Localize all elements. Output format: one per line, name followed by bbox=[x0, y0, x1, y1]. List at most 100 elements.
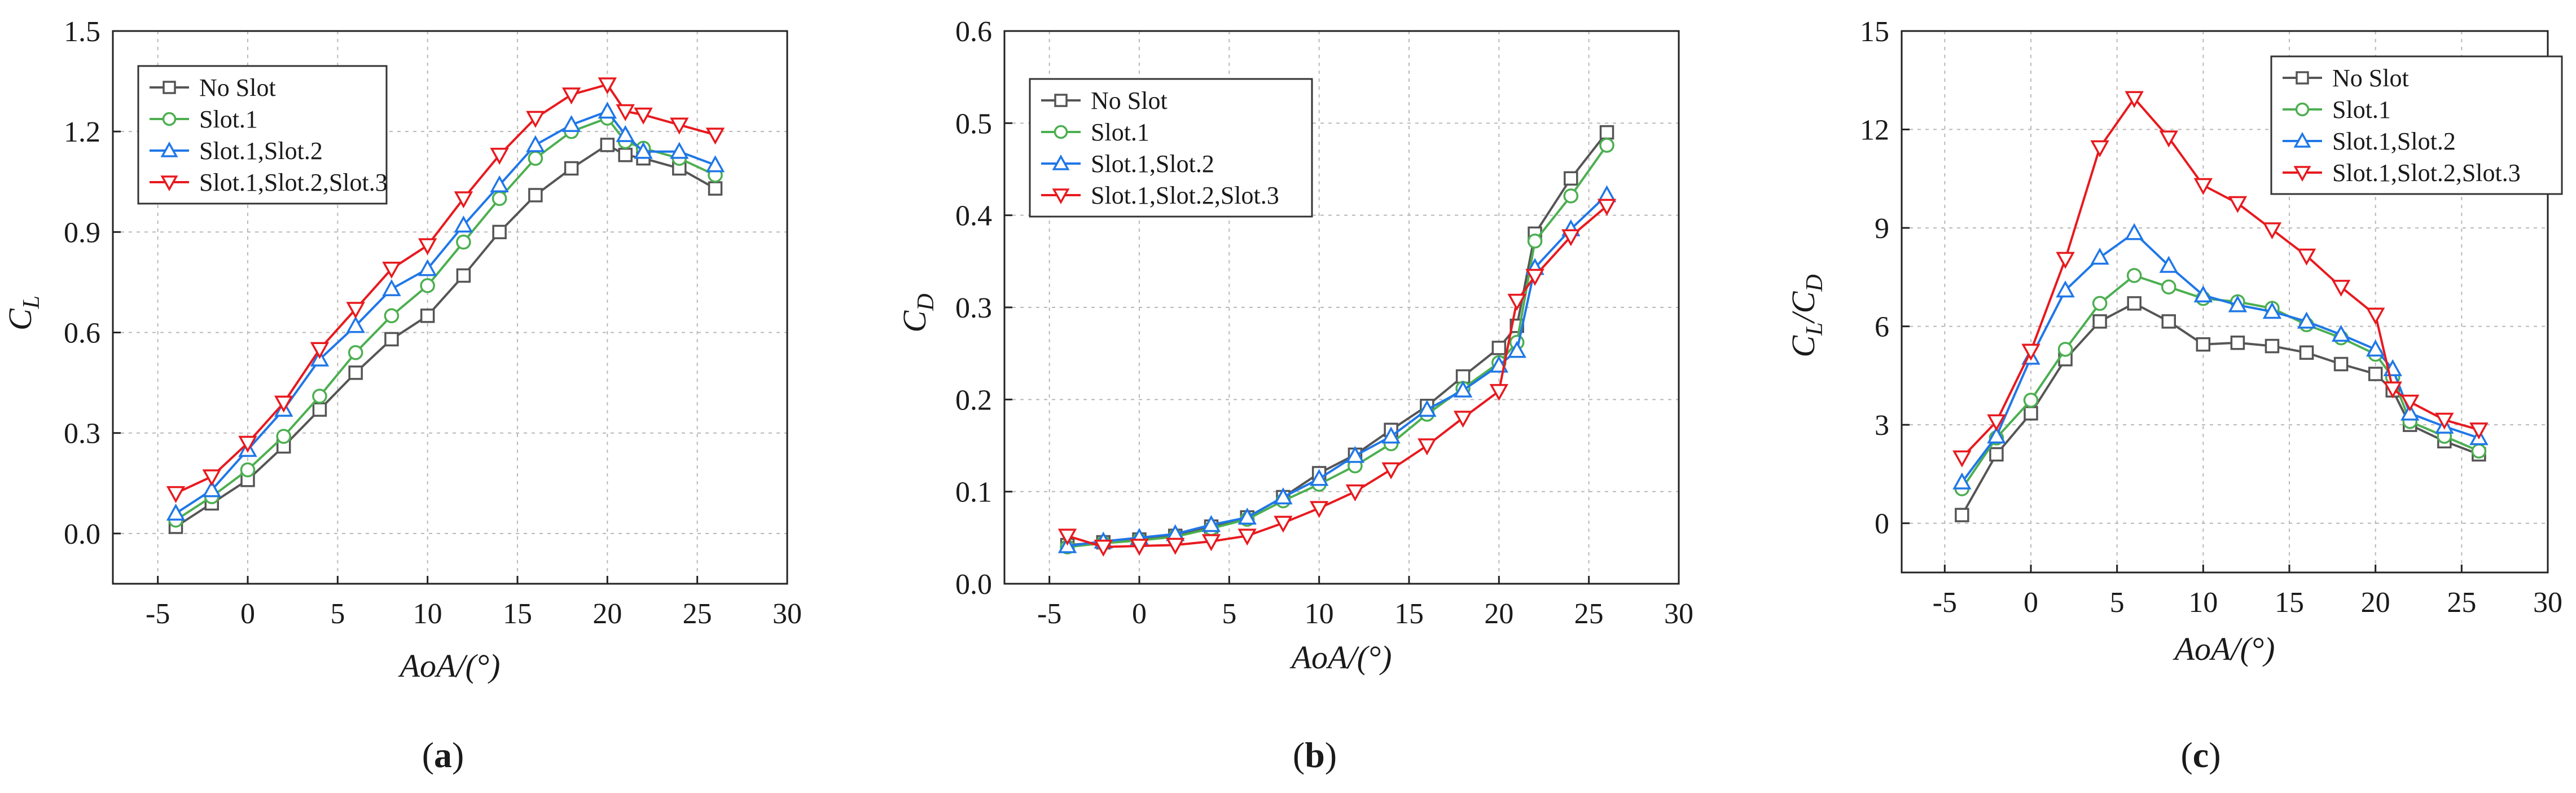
data-point bbox=[2297, 311, 2316, 329]
data-point bbox=[346, 316, 365, 333]
data-point bbox=[492, 224, 507, 240]
data-point bbox=[598, 77, 617, 95]
data-point bbox=[705, 127, 725, 145]
data-point bbox=[1274, 516, 1293, 533]
data-point bbox=[238, 435, 257, 453]
data-point bbox=[618, 148, 633, 162]
data-point bbox=[490, 175, 509, 192]
data-point bbox=[1987, 426, 2006, 444]
data-point bbox=[598, 102, 617, 119]
panel-label: (c) bbox=[2180, 735, 2220, 775]
y-tick-label: 15 bbox=[1860, 16, 1889, 48]
data-point bbox=[456, 234, 471, 250]
data-point bbox=[528, 188, 543, 202]
panel-label: (b) bbox=[1293, 735, 1337, 775]
data-point bbox=[1418, 438, 1437, 456]
legend-entry: No Slot bbox=[199, 74, 276, 102]
data-point bbox=[1057, 528, 1077, 546]
x-tick-label: 0 bbox=[240, 598, 255, 630]
data-point bbox=[2125, 223, 2144, 240]
plot-frame bbox=[1901, 30, 2549, 574]
y-tick-label: 0 bbox=[1875, 508, 1889, 540]
data-point bbox=[454, 215, 473, 233]
data-point bbox=[1599, 138, 1614, 153]
data-point bbox=[276, 429, 292, 444]
y-tick-label: 0.3 bbox=[955, 292, 992, 324]
x-axis-label: AoA/(°) bbox=[1289, 639, 1392, 676]
x-tick-label: 20 bbox=[593, 598, 622, 630]
y-tick-label: 1.5 bbox=[64, 16, 100, 48]
legend-swatch-marker bbox=[2293, 166, 2311, 182]
data-point bbox=[561, 87, 581, 105]
data-point bbox=[1418, 399, 1437, 417]
data-point bbox=[491, 191, 507, 206]
legend-swatch-marker bbox=[1052, 154, 1070, 170]
data-point bbox=[2230, 335, 2245, 350]
data-point bbox=[2401, 394, 2420, 412]
data-point bbox=[1094, 539, 1113, 557]
data-point bbox=[2265, 338, 2280, 354]
data-point bbox=[2057, 342, 2073, 357]
x-tick-label: 5 bbox=[2110, 587, 2125, 619]
data-point bbox=[1597, 199, 1617, 216]
x-tick-label: 15 bbox=[1394, 598, 1424, 630]
legend-box bbox=[2270, 55, 2563, 195]
series-slot-1-slot-2-slot-3 bbox=[166, 77, 725, 503]
data-point bbox=[382, 261, 401, 279]
data-point bbox=[420, 278, 435, 293]
data-point bbox=[1345, 484, 1365, 502]
legend-swatch-marker bbox=[160, 141, 178, 157]
legend-entry: Slot.1,Slot.2,Slot.3 bbox=[199, 169, 388, 196]
x-tick-label: 25 bbox=[2447, 587, 2476, 619]
data-point bbox=[2127, 296, 2141, 311]
y-tick-label: 1.2 bbox=[64, 116, 100, 148]
data-point bbox=[670, 142, 689, 159]
y-axis-label: CL/CD bbox=[1785, 274, 1828, 357]
data-point bbox=[1237, 528, 1257, 546]
data-point bbox=[2435, 412, 2454, 430]
data-point bbox=[600, 138, 615, 152]
data-point bbox=[2092, 296, 2108, 311]
data-point bbox=[346, 302, 365, 319]
data-point bbox=[2159, 255, 2178, 273]
data-point bbox=[1952, 472, 1972, 490]
data-point bbox=[2366, 340, 2385, 357]
y-tick-label: 0.6 bbox=[64, 318, 100, 350]
data-point bbox=[202, 469, 221, 487]
data-point bbox=[456, 268, 471, 283]
series-slot-1-slot-2-slot-3 bbox=[1057, 199, 1617, 557]
x-tick-label: 5 bbox=[1222, 598, 1236, 630]
y-tick-label: 0.2 bbox=[955, 384, 992, 416]
x-tick-label: 20 bbox=[1484, 598, 1513, 630]
x-tick-label: -5 bbox=[1933, 587, 1957, 619]
legend-entry: Slot.1,Slot.2 bbox=[2332, 127, 2456, 155]
data-point bbox=[1561, 229, 1581, 246]
data-point bbox=[1201, 534, 1221, 552]
y-tick-label: 0.4 bbox=[955, 200, 992, 232]
data-point bbox=[1130, 539, 1149, 556]
y-tick-label: 0.5 bbox=[955, 108, 992, 140]
data-point bbox=[1507, 341, 1526, 358]
data-point bbox=[1527, 234, 1543, 249]
data-point bbox=[1309, 501, 1329, 518]
x-tick-label: -5 bbox=[146, 598, 170, 630]
x-tick-label: 0 bbox=[1132, 598, 1147, 630]
data-point bbox=[2056, 280, 2075, 298]
data-point bbox=[2262, 302, 2282, 319]
data-point bbox=[2469, 422, 2489, 440]
x-tick-label: 10 bbox=[2188, 587, 2218, 619]
y-tick-label: 0.0 bbox=[955, 569, 992, 601]
data-point bbox=[1955, 508, 1969, 522]
data-point bbox=[166, 486, 186, 503]
data-point bbox=[2333, 356, 2349, 372]
legend-box bbox=[1029, 78, 1313, 218]
y-axis-label: CL bbox=[2, 296, 45, 331]
data-point bbox=[1563, 188, 1579, 204]
data-point bbox=[1491, 341, 1507, 355]
data-point bbox=[2092, 314, 2107, 329]
data-point bbox=[1381, 426, 1401, 444]
x-tick-label: 30 bbox=[1664, 598, 1693, 630]
legend-entry: No Slot bbox=[1091, 87, 1168, 114]
data-point bbox=[561, 114, 581, 133]
data-point bbox=[634, 142, 653, 159]
